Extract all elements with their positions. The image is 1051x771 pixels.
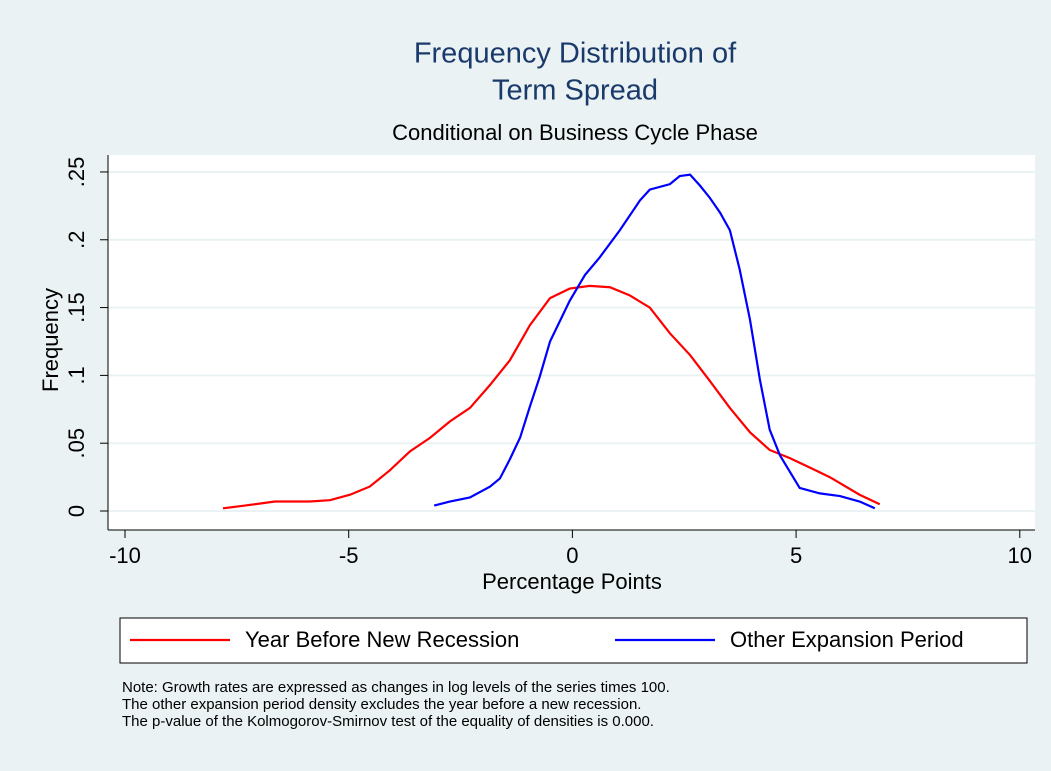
x-tick-label: -5 (339, 543, 359, 568)
y-tick-label: .05 (64, 428, 89, 459)
x-tick-label: 10 (1008, 543, 1032, 568)
y-tick-label: .1 (64, 366, 89, 384)
y-tick-label: .15 (64, 292, 89, 323)
y-tick-label: 0 (64, 505, 89, 517)
y-axis-label: Frequency (38, 288, 63, 392)
plot-area (108, 155, 1035, 530)
legend (119, 617, 1028, 664)
x-tick-label: -10 (109, 543, 141, 568)
legend-label: Other Expansion Period (730, 627, 964, 652)
x-tick-label: 5 (790, 543, 802, 568)
legend-label: Year Before New Recession (245, 627, 519, 652)
chart-subtitle: Conditional on Business Cycle Phase (392, 120, 758, 145)
note: Note: Growth rates are expressed as chan… (122, 679, 670, 696)
note: The other expansion period density exclu… (122, 696, 641, 713)
x-tick-label: 0 (566, 543, 578, 568)
y-tick-label: .2 (64, 231, 89, 249)
chart-title: Term Spread (492, 75, 658, 107)
series-line (433, 173, 876, 510)
chart-title: Frequency Distribution of (414, 38, 737, 70)
x-axis-label: Percentage Points (482, 569, 662, 594)
series-line (222, 284, 881, 510)
y-tick-label: .25 (64, 157, 89, 188)
note: The p-value of the Kolmogorov-Smirnov te… (122, 713, 654, 730)
